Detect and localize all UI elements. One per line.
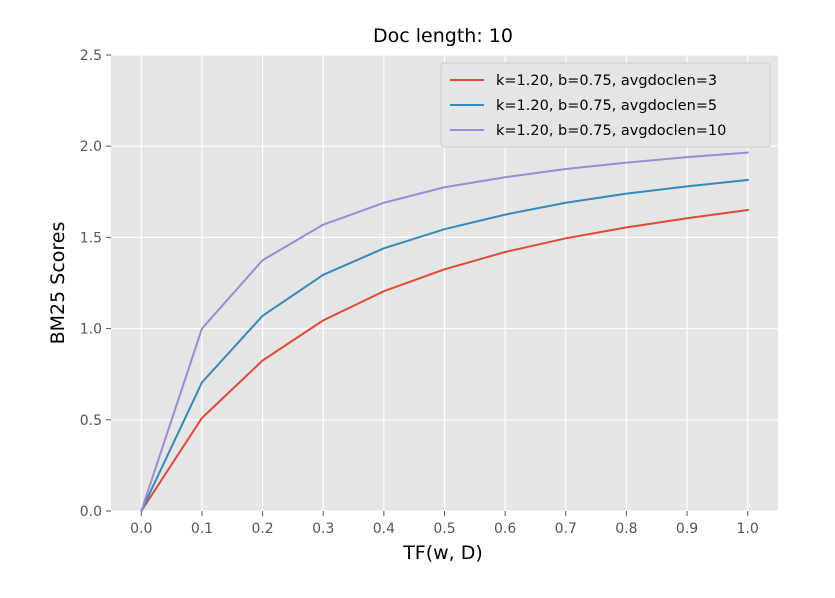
x-tick-label: 0.3 [312,521,334,537]
x-tick-label: 0.9 [676,521,698,537]
y-tick-label: 1.5 [80,230,102,246]
legend-box [440,62,771,148]
legend-entry: k=1.20, b=0.75, avgdoclen=3 [496,73,717,89]
x-tick-label: 0.5 [433,521,455,537]
x-axis-ticks: 0.0 0.1 0.2 0.3 0.4 0.5 0.6 0.7 0.8 0.9 1.0 [130,511,759,537]
x-tick-label: 0.1 [191,521,213,537]
y-axis-label: BM25 Scores [47,222,69,345]
x-tick-label: 0.6 [494,521,516,537]
x-tick-label: 1.0 [737,521,759,537]
chart-title: Doc length: 10 [373,25,513,47]
y-tick-label: 2.5 [80,48,102,64]
y-tick-label: 0.0 [80,504,102,520]
legend-entry: k=1.20, b=0.75, avgdoclen=10 [496,123,726,139]
series-line-2 [139,178,749,513]
x-axis-label: TF(w, D) [402,542,483,564]
x-tick-label: 0.7 [555,521,577,537]
y-tick-label: 1.0 [80,322,102,338]
y-tick-label: 2.0 [80,139,102,155]
x-tick-label: 0.0 [130,521,152,537]
series-lines [139,151,749,513]
y-axis-ticks: 0.0 0.5 1.0 1.5 2.0 2.5 [80,48,111,520]
legend: k=1.20, b=0.75, avgdoclen=3 k=1.20, b=0.7… [440,62,771,148]
series-line-3 [140,151,749,513]
x-tick-label: 0.4 [373,521,395,537]
x-tick-label: 0.2 [251,521,273,537]
x-tick-label: 0.8 [615,521,637,537]
y-tick-label: 0.5 [80,413,102,429]
series-line-1 [139,208,749,513]
legend-entry: k=1.20, b=0.75, avgdoclen=5 [496,98,717,114]
